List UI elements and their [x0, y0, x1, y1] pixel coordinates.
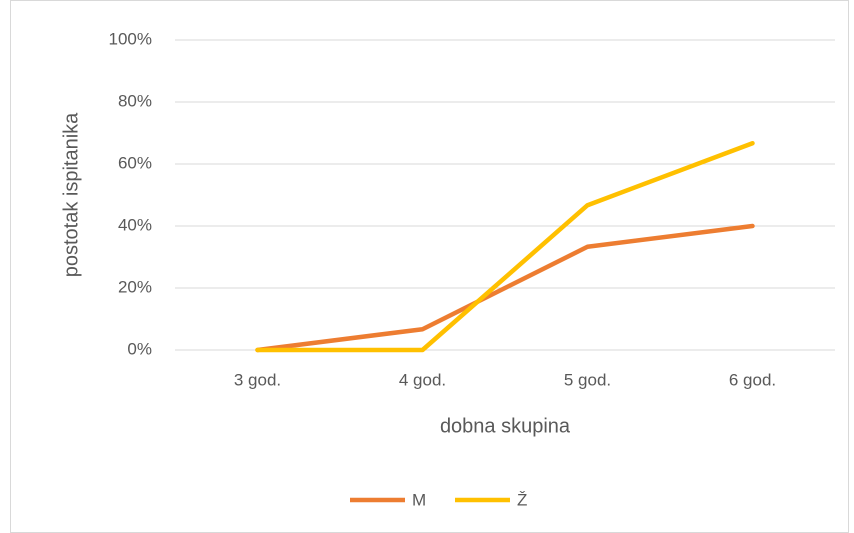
data-line	[255, 223, 755, 353]
y-tick-label: 80%	[118, 91, 152, 110]
chart-frame	[10, 0, 849, 533]
y-tick-label: 40%	[118, 215, 152, 234]
y-tick-label: 0%	[127, 339, 152, 358]
x-axis-title: dobna skupina	[440, 415, 571, 437]
legend-label: Ž	[517, 490, 527, 509]
x-tick-label: 3 god.	[234, 370, 281, 389]
y-tick-label: 100%	[109, 29, 152, 48]
y-axis-title: postotak ispitanika	[60, 112, 82, 277]
x-tick-label: 4 god.	[399, 370, 446, 389]
x-tick-label: 5 god.	[564, 370, 611, 389]
y-tick-label: 60%	[118, 153, 152, 172]
data-line	[255, 140, 755, 353]
x-tick-label: 6 god.	[729, 370, 776, 389]
y-tick-label: 20%	[118, 277, 152, 296]
legend-label: M	[412, 490, 426, 509]
